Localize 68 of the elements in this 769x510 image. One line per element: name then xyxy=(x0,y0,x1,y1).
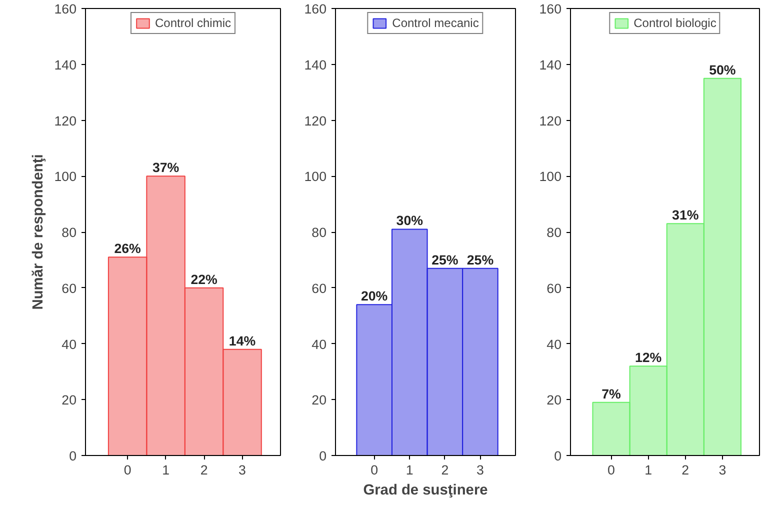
y-tick-label: 160 xyxy=(54,2,77,16)
y-tick-label: 0 xyxy=(319,448,327,464)
bar xyxy=(592,402,630,456)
bar xyxy=(426,268,464,456)
x-tick-label: 0 xyxy=(608,462,615,478)
y-tick-label: 20 xyxy=(546,392,562,408)
annotation: 14% xyxy=(228,333,256,348)
annotation: 7% xyxy=(602,386,622,402)
bar xyxy=(391,228,428,456)
y-tick-label: 40 xyxy=(62,336,77,352)
x-tick-label: 0 xyxy=(124,462,132,478)
y-tick-label: 120 xyxy=(54,113,77,128)
x-tick-label: 2 xyxy=(441,462,449,478)
x-tick-label: 1 xyxy=(406,462,414,478)
x-tick-label: 3 xyxy=(238,462,246,478)
y-tick-label: 140 xyxy=(54,57,77,72)
y-tick-label: 80 xyxy=(312,225,327,240)
y-tick-label: 160 xyxy=(304,2,327,16)
y-tick-label: 0 xyxy=(554,448,562,464)
annotation: 37% xyxy=(152,160,180,176)
y-tick-label: 20 xyxy=(62,392,77,408)
y-tick-label: 140 xyxy=(304,57,327,72)
annotation: 25% xyxy=(466,252,494,268)
legend-label: Control chimic xyxy=(154,16,232,30)
annotation: 50% xyxy=(709,62,736,78)
annotation: 22% xyxy=(190,272,218,287)
x-tick-label: 2 xyxy=(682,462,690,478)
y-tick-label: 120 xyxy=(304,113,327,128)
bar xyxy=(462,268,498,456)
y-tick-label: 160 xyxy=(539,2,562,16)
x-tick-label: 2 xyxy=(200,462,208,478)
annotation: 31% xyxy=(672,208,699,223)
y-tick-label: 80 xyxy=(546,225,562,240)
bar xyxy=(703,78,742,456)
bar xyxy=(108,256,148,456)
y-tick-label: 40 xyxy=(312,336,327,352)
bar xyxy=(629,366,668,456)
y-tick-label: 100 xyxy=(539,169,562,184)
x-tick-label: 3 xyxy=(476,462,484,478)
y-tick-label: 60 xyxy=(62,280,77,296)
y-tick-label: 100 xyxy=(54,169,77,184)
y-tick-label: 80 xyxy=(62,225,77,240)
bar xyxy=(666,223,704,456)
y-tick-label: 120 xyxy=(539,113,562,128)
y-tick-label: 20 xyxy=(312,392,327,408)
bar xyxy=(146,176,186,456)
annotation: 30% xyxy=(396,213,424,228)
y-tick-label: 100 xyxy=(304,169,327,184)
legend-label: Control biologic xyxy=(634,16,716,30)
y-tick-label: 60 xyxy=(546,280,562,296)
y-tick-label: 140 xyxy=(539,57,562,72)
annotation: 12% xyxy=(634,350,662,366)
x-tick-label: 1 xyxy=(162,462,170,478)
bar xyxy=(356,304,392,456)
legend-label: Control mecanic xyxy=(392,16,479,30)
x-tick-label: 3 xyxy=(718,462,726,478)
annotation: 20% xyxy=(360,288,388,304)
annotation: 25% xyxy=(432,252,458,268)
y-tick-label: 60 xyxy=(312,280,327,296)
y-axis-title: Număr de respondenţi xyxy=(30,154,46,310)
x-axis-title: Grad de susţinere xyxy=(363,482,488,498)
y-tick-label: 0 xyxy=(69,448,77,464)
bar xyxy=(184,287,224,456)
x-tick-label: 0 xyxy=(370,462,378,478)
annotation: 26% xyxy=(114,241,142,256)
bar xyxy=(222,348,262,456)
y-tick-label: 40 xyxy=(546,336,562,352)
x-tick-label: 1 xyxy=(644,462,652,478)
